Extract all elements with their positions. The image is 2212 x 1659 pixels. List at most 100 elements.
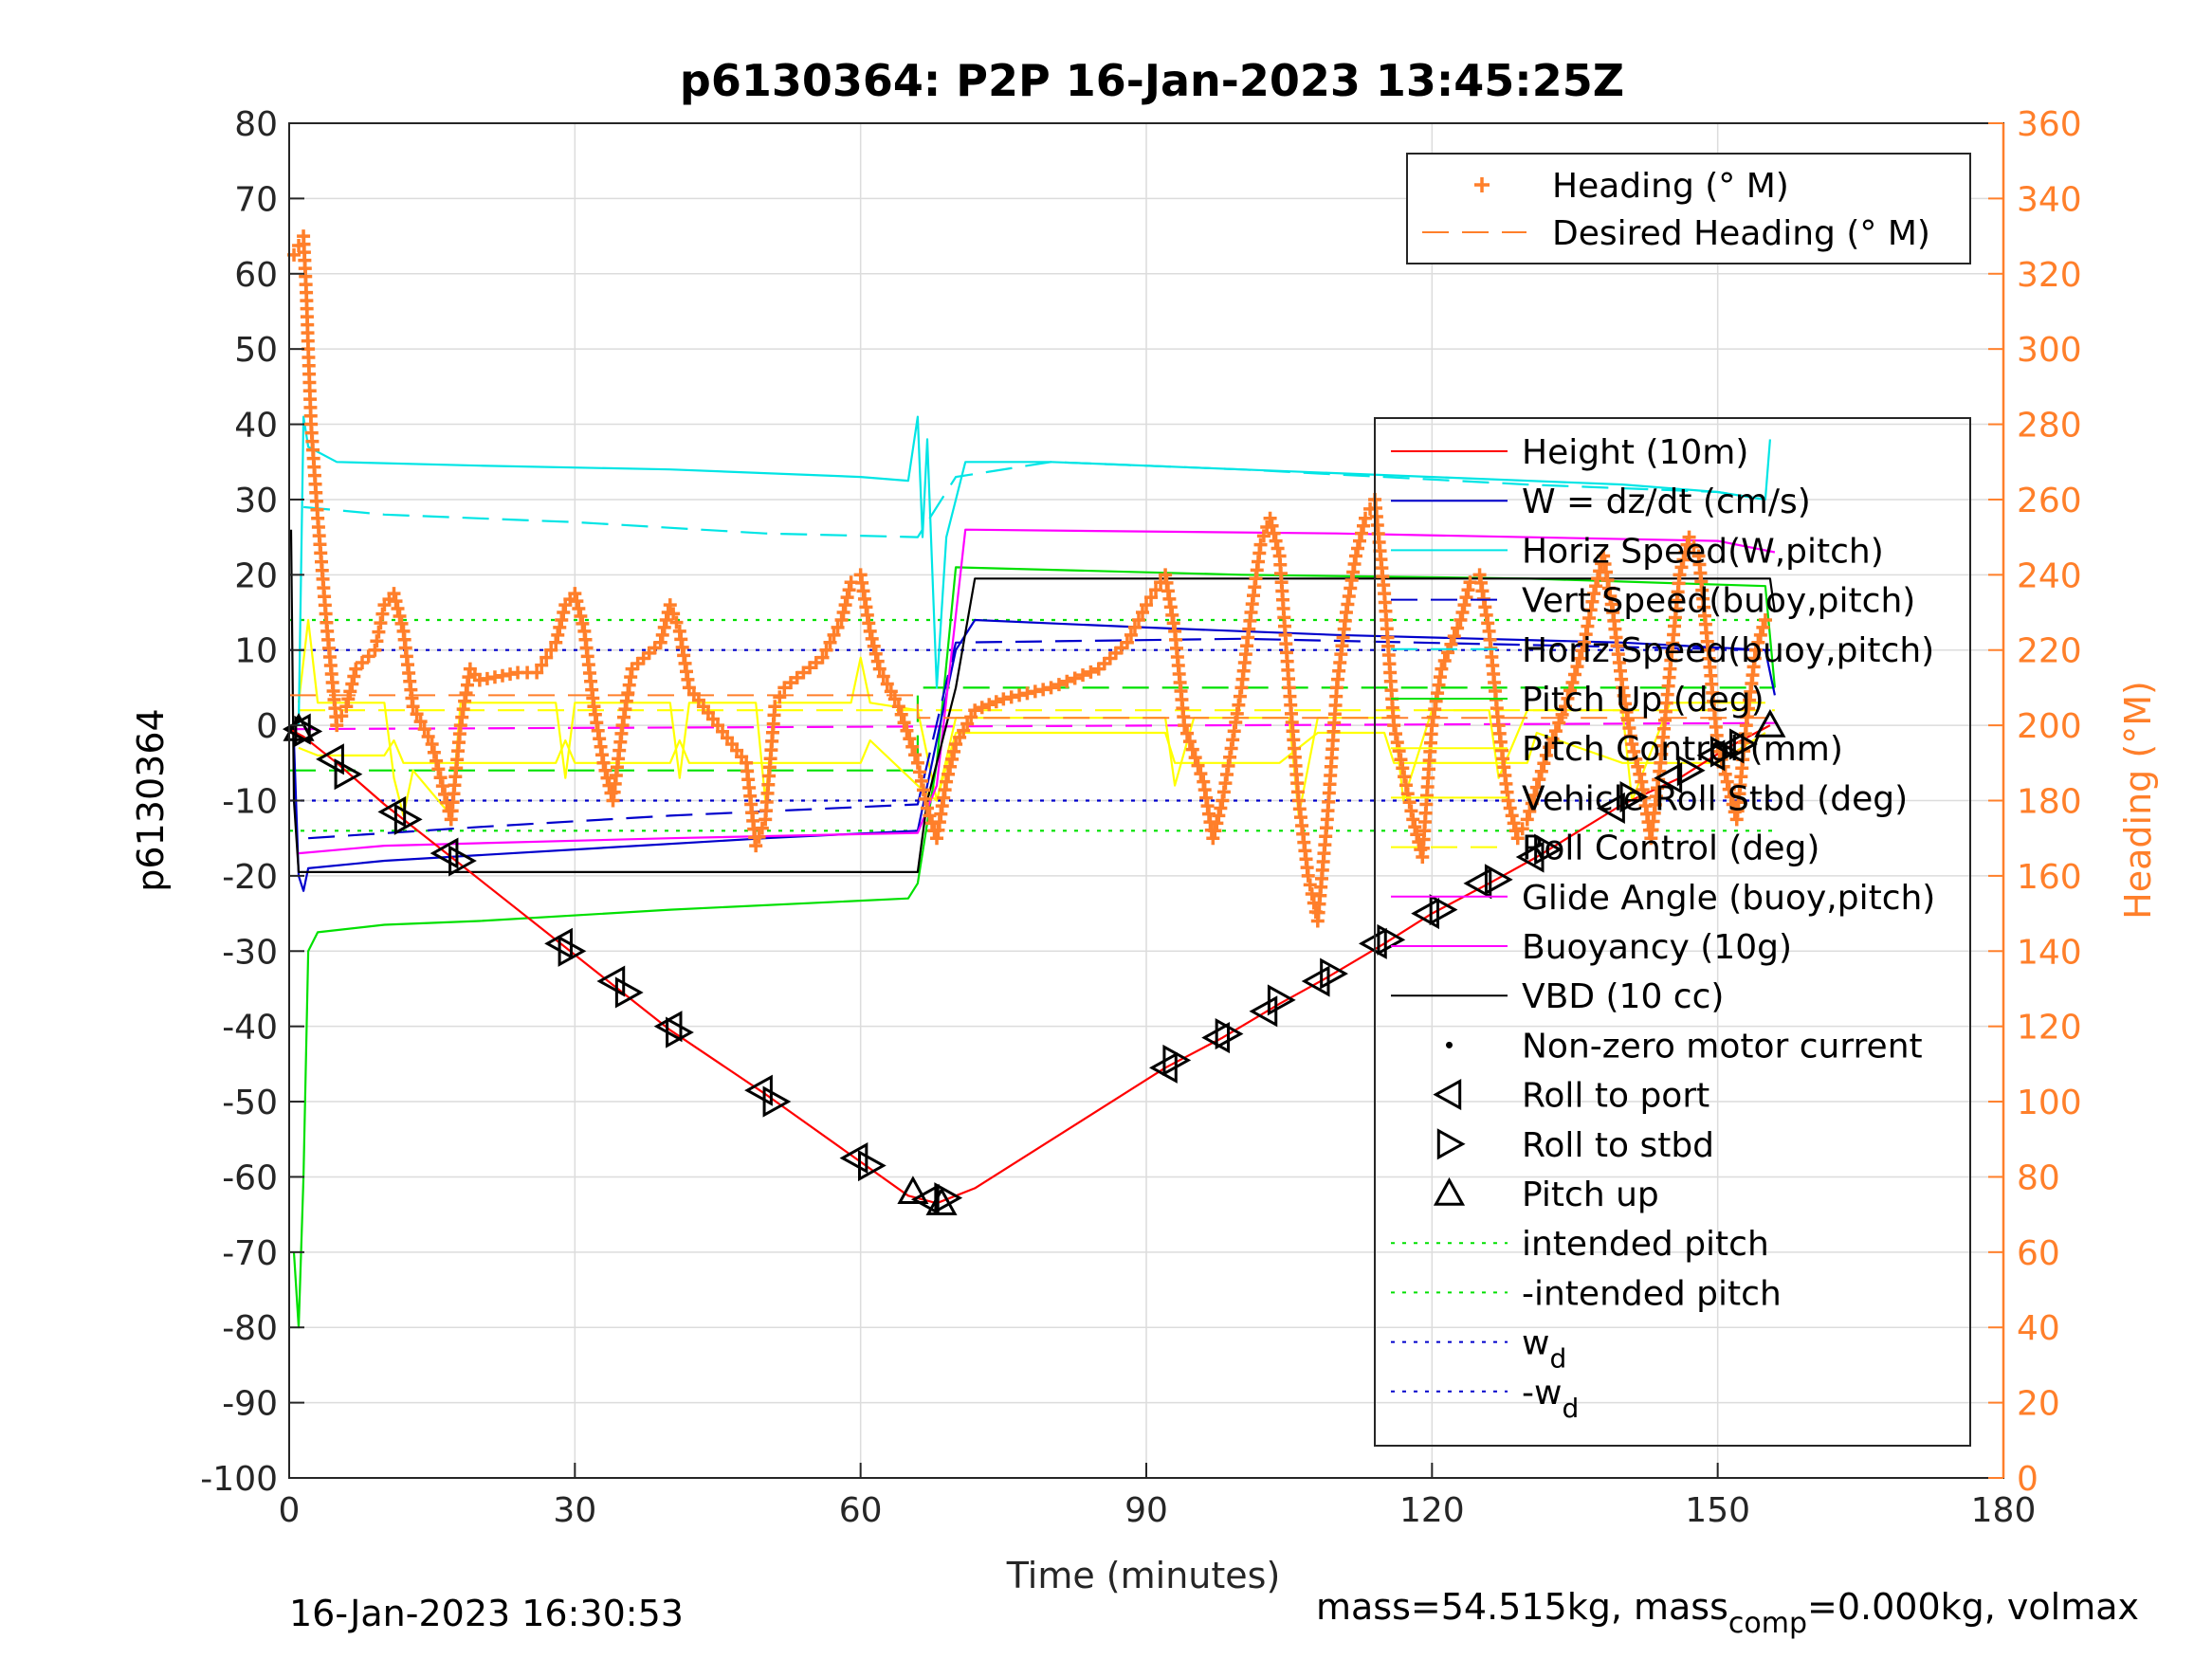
heading-point	[872, 662, 887, 676]
heading-point	[768, 700, 782, 714]
heading-point	[1267, 526, 1281, 540]
y-right-tick-label: 80	[2017, 1158, 2060, 1197]
heading-point	[435, 779, 449, 793]
heading-point	[1256, 529, 1271, 543]
y-right-tick-label: 180	[2017, 783, 2082, 822]
series-pitch-control-mm-	[298, 731, 1766, 802]
heading-point	[1724, 790, 1738, 804]
heading-point	[1394, 753, 1408, 767]
heading-point	[1188, 751, 1202, 765]
heading-point	[1748, 643, 1763, 657]
heading-point	[1751, 635, 1765, 649]
heading-point	[433, 771, 448, 785]
heading-point	[920, 801, 934, 815]
heading-point	[945, 752, 960, 766]
legend-label: Vehicle Roll Stbd (deg)	[1522, 779, 1908, 818]
heading-point	[1076, 668, 1090, 683]
marker-roll-port	[316, 743, 344, 775]
y-tick-label: 80	[234, 105, 278, 144]
marker-roll-port	[1301, 965, 1330, 997]
heading-point	[1561, 691, 1575, 705]
heading-point	[343, 684, 357, 699]
heading-point	[1194, 767, 1208, 781]
heading-point	[1305, 886, 1319, 901]
heading-point	[1545, 732, 1560, 746]
heading-point	[1459, 591, 1473, 605]
legend-label: Height (10m)	[1522, 433, 1748, 472]
heading-point	[330, 719, 344, 733]
heading-point	[1191, 758, 1205, 773]
heading-point	[335, 709, 349, 723]
heading-point	[1180, 726, 1195, 740]
heading-point	[916, 783, 930, 797]
heading-point	[1396, 761, 1410, 775]
legend-heading-marker	[1474, 177, 1490, 192]
legend-label: VBD (10 cc)	[1522, 977, 1724, 1016]
marker-roll-stbd	[1534, 833, 1563, 866]
heading-point	[1084, 665, 1098, 679]
legend-label: W = dz/dt (cm/s)	[1522, 483, 1811, 521]
chart-title: p6130364: P2P 16-Jan-2023 13:45:25Z	[680, 55, 1624, 106]
marker-roll-stbd	[1267, 984, 1296, 1016]
heading-point	[659, 612, 673, 627]
heading-point	[968, 703, 982, 718]
heading-point	[964, 710, 978, 724]
heading-point	[1451, 621, 1465, 635]
heading-point	[941, 767, 956, 781]
heading-point	[755, 821, 769, 835]
heading-point	[1568, 667, 1581, 682]
heading-point	[1674, 560, 1689, 574]
heading-point	[1357, 519, 1371, 533]
heading-point	[1722, 782, 1736, 796]
heading-point	[1548, 724, 1563, 738]
marker-roll-port	[1515, 841, 1545, 873]
heading-point	[1120, 635, 1134, 649]
legend-label: Roll to port	[1522, 1077, 1709, 1116]
heading-point	[1051, 678, 1066, 692]
y-right-tick-label: 300	[2017, 331, 2082, 370]
heading-point	[1265, 519, 1279, 533]
heading-point	[1756, 620, 1770, 634]
legend-label: Pitch Up (deg)	[1522, 681, 1764, 720]
y-right-tick-label: 220	[2017, 632, 2082, 671]
heading-point	[1131, 612, 1145, 627]
heading-point	[1453, 612, 1468, 627]
heading-point	[1501, 793, 1515, 808]
x-tick-label: 120	[1399, 1491, 1465, 1530]
y-right-tick-label: 60	[2017, 1234, 2060, 1273]
series-horiz-speed-w-pitch-	[297, 415, 1771, 726]
heading-point	[1404, 804, 1418, 818]
heading-point	[1210, 816, 1224, 830]
heading-point	[1185, 742, 1199, 757]
marker-roll-stbd	[666, 1016, 694, 1048]
heading-point	[842, 583, 856, 597]
heading-point	[368, 643, 382, 657]
heading-point	[1398, 770, 1412, 784]
y-tick-label: -40	[222, 1009, 278, 1048]
heading-point	[749, 839, 763, 853]
heading-point	[431, 762, 446, 776]
heading-point	[1503, 801, 1517, 815]
heading-point	[1461, 583, 1475, 597]
heading-point	[1353, 534, 1366, 548]
heading-point	[598, 763, 612, 777]
heading-point	[1508, 824, 1523, 838]
marker-roll-stbd	[1429, 894, 1458, 926]
footer-mass: mass=54.515kg, masscomp=0.000kg, volmax	[1316, 1586, 2139, 1640]
y-tick-label: 40	[234, 407, 278, 446]
x-tick-label: 180	[1971, 1491, 2037, 1530]
heading-point	[1682, 530, 1696, 544]
heading-point	[894, 707, 908, 721]
heading-point	[900, 723, 914, 738]
heading-point	[1387, 719, 1401, 733]
marker-roll-stbd	[393, 803, 423, 835]
heading-point	[1505, 809, 1519, 823]
heading-point	[669, 615, 684, 629]
marker-pitch-up	[925, 1187, 958, 1215]
heading-point	[1406, 812, 1420, 827]
heading-point	[903, 732, 917, 746]
heading-point	[1398, 778, 1413, 793]
y-right-tick-label: 340	[2017, 180, 2082, 219]
heading-point	[1575, 644, 1589, 658]
heading-point	[389, 594, 403, 609]
